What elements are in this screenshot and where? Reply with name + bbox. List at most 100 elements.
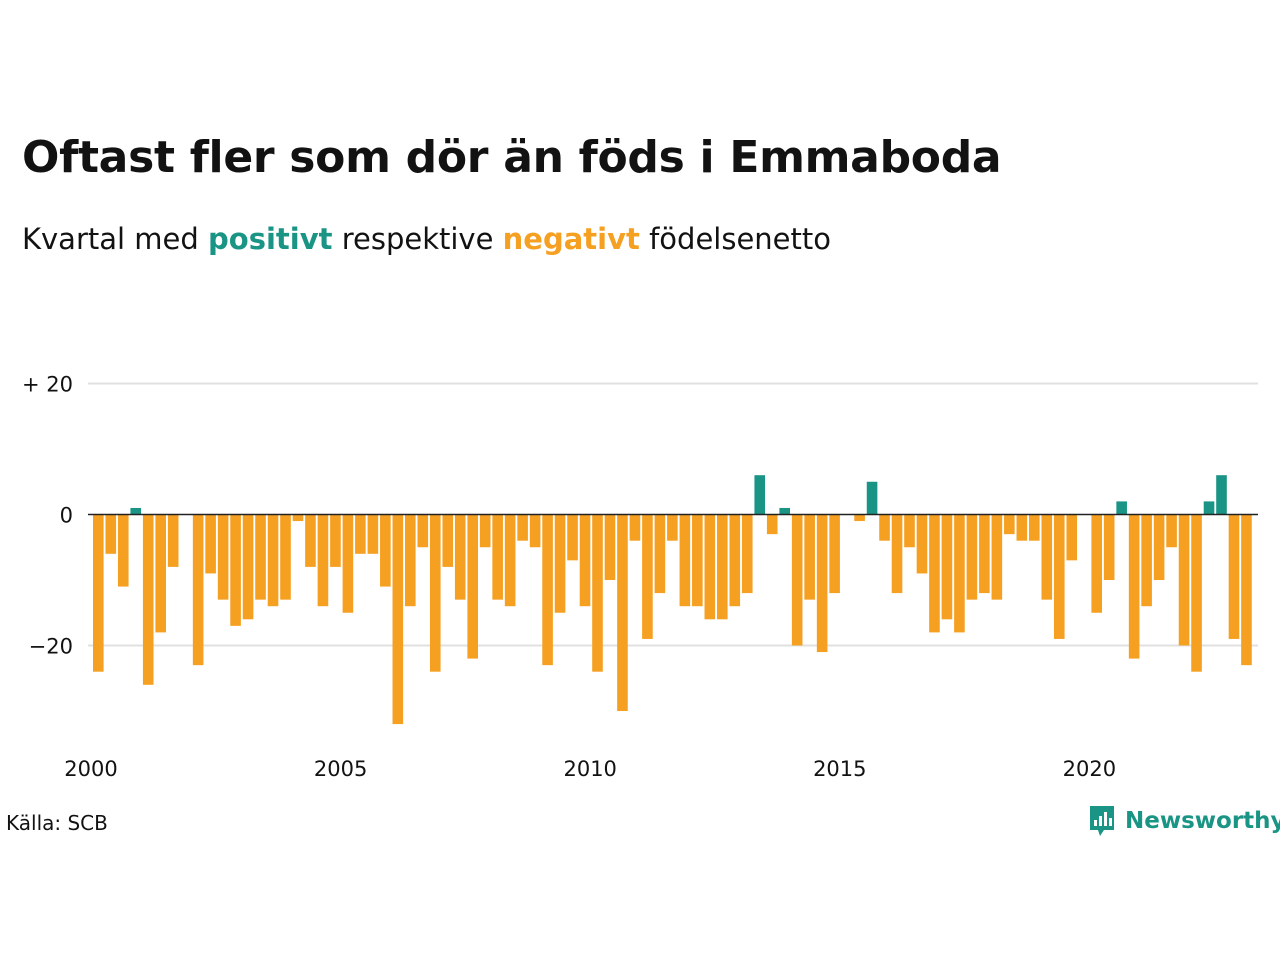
bar-negative [392,514,404,725]
bar-negative [1053,514,1065,639]
bar-negative [1178,514,1190,646]
bar-negative [529,514,541,548]
bar-negative [1004,514,1015,535]
bar-negative [1241,514,1252,666]
bar-negative [417,514,429,548]
bar-negative [1103,514,1115,580]
bar-negative [554,514,566,613]
bar-negative [991,514,1003,600]
bar-negative [729,514,741,607]
bar-negative [816,514,828,653]
chart-title: Oftast fler som dör än föds i Emmaboda [22,132,1002,183]
subtitle-middle: respektive [341,222,494,256]
bar-negative [854,514,865,522]
bar-negative [205,514,216,574]
bar-negative [192,514,204,666]
x-tick-label: 2020 [1063,757,1116,781]
bar-negative [1066,514,1078,561]
bar-negative [1128,514,1140,659]
x-tick-label: 2005 [314,757,367,781]
bar-negative [954,514,965,633]
newsworthy-logo-icon [1090,806,1114,836]
bar-negative [292,514,304,522]
bar-negative [317,514,329,607]
source-note: Källa: SCB [6,811,108,835]
bar-negative [305,514,316,567]
bar-negative [355,514,366,554]
chart-subtitle: Kvartal med positivt respektive negativt… [22,222,831,256]
bar-positive [1203,501,1215,515]
bar-negative [679,514,691,607]
bar-positive [866,481,878,515]
bar-negative [217,514,229,600]
bar-negative [167,514,179,567]
bar-negative [380,514,391,587]
bar-negative [891,514,903,594]
bar-negative [267,514,279,607]
bar-negative [791,514,803,646]
bar-negative [629,514,641,541]
bar-positive [779,507,790,515]
bar-negative [654,514,666,594]
bar-negative [741,514,753,594]
bar-negative [966,514,978,600]
y-tick-label: + 20 [22,373,73,397]
bar-negative [1141,514,1152,607]
subtitle-suffix: födelsenetto [649,222,831,256]
bar-negative [330,514,341,567]
bar-negative [1041,514,1053,600]
bar-negative [979,514,990,594]
bar-negative [642,514,653,639]
bar-negative [804,514,815,600]
bar-negative [667,514,678,541]
bar-negative [454,514,466,600]
bar-negative [155,514,166,633]
bar-negative [879,514,890,541]
bar-negative [280,514,291,600]
brand-name: Newsworthy [1125,808,1280,834]
subtitle-positive-word: positivt [208,222,333,256]
bar-negative [604,514,616,580]
y-tick-label: 0 [60,504,73,528]
bar-positive [754,475,766,515]
bar-negative [142,514,154,685]
newsworthy-logo: Newsworthy [1088,804,1280,838]
bar-negative [230,514,241,626]
bar-negative [1153,514,1165,580]
bar-negative [117,514,129,587]
bar-negative [592,514,603,672]
y-tick-label: −20 [29,635,73,659]
bar-negative [1091,514,1102,613]
bar-negative [492,514,503,600]
bar-negative [941,514,953,620]
bar-negative [617,514,628,711]
bar-negative [567,514,578,561]
subtitle-negative-word: negativt [502,222,640,256]
bar-positive [1116,501,1127,515]
bar-negative [1166,514,1177,548]
bar-positive [130,507,142,515]
bar-negative [766,514,778,535]
bar-negative [916,514,928,574]
bar-negative [704,514,716,620]
bar-negative [717,514,728,620]
bar-negative [242,514,254,620]
bar-negative [405,514,416,607]
bar-negative [367,514,379,554]
bar-negative [542,514,553,666]
bar-negative [579,514,591,607]
bar-negative [1016,514,1028,541]
bar-negative [255,514,266,600]
bar-negative [105,514,117,554]
bar-negative [442,514,454,567]
x-tick-label: 2000 [64,757,117,781]
bar-negative [1228,514,1240,639]
bar-negative [504,514,516,607]
bar-negative [829,514,840,594]
bar-negative [517,514,528,541]
bar-negative [904,514,915,548]
bar-negative [479,514,491,548]
x-tick-label: 2010 [563,757,616,781]
bar-negative [692,514,703,607]
